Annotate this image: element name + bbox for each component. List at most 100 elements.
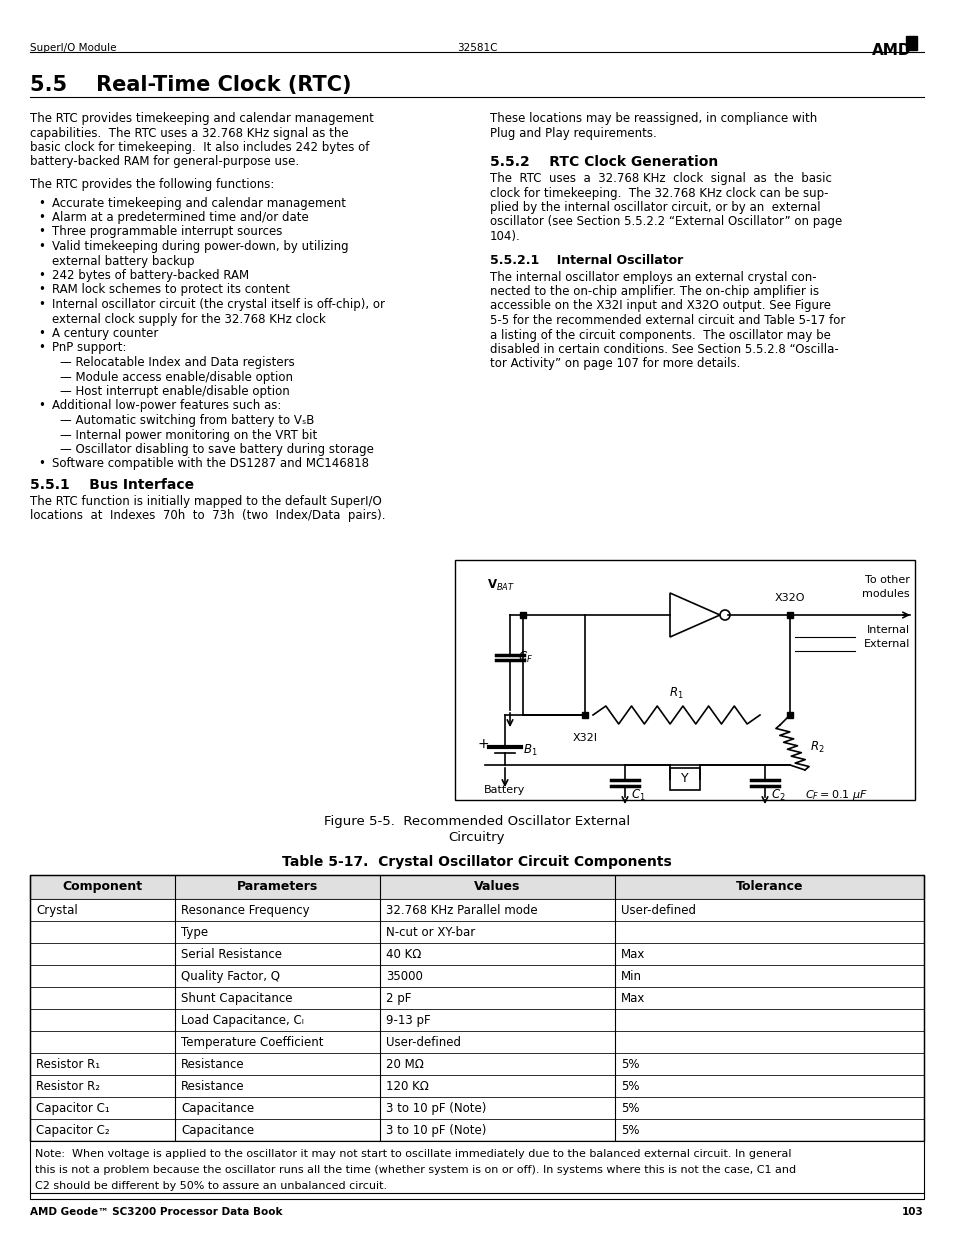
- Text: External: External: [862, 638, 909, 650]
- Text: $R_2$: $R_2$: [809, 740, 823, 755]
- Text: Resistor R₂: Resistor R₂: [36, 1079, 100, 1093]
- Text: •: •: [38, 298, 45, 311]
- Text: •: •: [38, 269, 45, 282]
- Bar: [30, 987, 923, 1009]
- Text: locations  at  Indexes  70h  to  73h  (two  Index/Data  pairs).: locations at Indexes 70h to 73h (two Ind…: [30, 510, 385, 522]
- Text: — Automatic switching from battery to VₛB: — Automatic switching from battery to Vₛ…: [60, 414, 314, 427]
- Text: Y: Y: [680, 773, 688, 785]
- Text: 5.5.1    Bus Interface: 5.5.1 Bus Interface: [30, 478, 193, 492]
- Text: basic clock for timekeeping.  It also includes 242 bytes of: basic clock for timekeeping. It also inc…: [30, 141, 369, 154]
- Bar: [30, 876, 923, 1141]
- Text: capabilities.  The RTC uses a 32.768 KHz signal as the: capabilities. The RTC uses a 32.768 KHz …: [30, 126, 348, 140]
- Text: SuperI/O Module: SuperI/O Module: [30, 43, 116, 53]
- Text: Accurate timekeeping and calendar management: Accurate timekeeping and calendar manage…: [52, 196, 346, 210]
- Text: To other: To other: [864, 576, 909, 585]
- Text: •: •: [38, 196, 45, 210]
- Text: Resistor R₁: Resistor R₁: [36, 1058, 100, 1071]
- Text: — Relocatable Index and Data registers: — Relocatable Index and Data registers: [60, 356, 294, 369]
- Text: 103: 103: [902, 1207, 923, 1216]
- Text: PnP support:: PnP support:: [52, 342, 127, 354]
- Text: AMD: AMD: [871, 43, 910, 58]
- Text: tor Activity” on page 107 for more details.: tor Activity” on page 107 for more detai…: [490, 357, 740, 370]
- Text: User-defined: User-defined: [386, 1036, 460, 1049]
- Text: •: •: [38, 342, 45, 354]
- Text: N-cut or XY-bar: N-cut or XY-bar: [386, 926, 475, 939]
- Text: 2 pF: 2 pF: [386, 992, 411, 1005]
- Text: external battery backup: external battery backup: [52, 254, 194, 268]
- Bar: [30, 921, 923, 944]
- Text: •: •: [38, 226, 45, 238]
- Bar: [786, 613, 792, 618]
- Text: •: •: [38, 327, 45, 340]
- Text: — Module access enable/disable option: — Module access enable/disable option: [60, 370, 293, 384]
- Text: $\mathbf{V}_{BAT}$: $\mathbf{V}_{BAT}$: [486, 578, 515, 593]
- Text: Capacitor C₂: Capacitor C₂: [36, 1124, 110, 1137]
- Text: — Oscillator disabling to save battery during storage: — Oscillator disabling to save battery d…: [60, 443, 374, 456]
- Text: this is not a problem because the oscillator runs all the time (whether system i: this is not a problem because the oscill…: [35, 1165, 796, 1174]
- Text: $C_2$: $C_2$: [770, 788, 785, 803]
- Text: Capacitance: Capacitance: [181, 1124, 253, 1137]
- Text: oscillator (see Section 5.5.2.2 “External Oscillator” on page: oscillator (see Section 5.5.2.2 “Externa…: [490, 215, 841, 228]
- Text: Max: Max: [620, 992, 644, 1005]
- Text: The  RTC  uses  a  32.768 KHz  clock  signal  as  the  basic: The RTC uses a 32.768 KHz clock signal a…: [490, 172, 831, 185]
- Text: 35000: 35000: [386, 969, 422, 983]
- Text: Resistance: Resistance: [181, 1079, 244, 1093]
- Text: $C_1$: $C_1$: [630, 788, 645, 803]
- Text: RAM lock schemes to protect its content: RAM lock schemes to protect its content: [52, 284, 290, 296]
- Text: 20 MΩ: 20 MΩ: [386, 1058, 423, 1071]
- Text: +: +: [476, 737, 488, 751]
- Text: •: •: [38, 457, 45, 471]
- Text: 5%: 5%: [620, 1102, 639, 1115]
- Text: X32I: X32I: [572, 734, 597, 743]
- Text: — Host interrupt enable/disable option: — Host interrupt enable/disable option: [60, 385, 290, 398]
- Bar: [519, 613, 525, 618]
- Bar: [30, 1141, 923, 1199]
- Text: Valid timekeeping during power-down, by utilizing: Valid timekeeping during power-down, by …: [52, 240, 348, 253]
- Text: Circuitry: Circuitry: [448, 831, 505, 844]
- Text: The RTC provides timekeeping and calendar management: The RTC provides timekeeping and calenda…: [30, 112, 374, 125]
- Bar: [30, 1119, 923, 1141]
- Text: Software compatible with the DS1287 and MC146818: Software compatible with the DS1287 and …: [52, 457, 369, 471]
- Text: Internal: Internal: [866, 625, 909, 635]
- Bar: [30, 965, 923, 987]
- Text: •: •: [38, 284, 45, 296]
- Text: Internal oscillator circuit (the crystal itself is off-chip), or: Internal oscillator circuit (the crystal…: [52, 298, 385, 311]
- Text: AMD Geode™ SC3200 Processor Data Book: AMD Geode™ SC3200 Processor Data Book: [30, 1207, 282, 1216]
- Text: Capacitor C₁: Capacitor C₁: [36, 1102, 110, 1115]
- Text: Serial Resistance: Serial Resistance: [181, 948, 282, 961]
- Text: •: •: [38, 211, 45, 224]
- Text: nected to the on-chip amplifier. The on-chip amplifier is: nected to the on-chip amplifier. The on-…: [490, 285, 819, 298]
- Text: Temperature Coefficient: Temperature Coefficient: [181, 1036, 323, 1049]
- Text: Plug and Play requirements.: Plug and Play requirements.: [490, 126, 656, 140]
- Text: Resistance: Resistance: [181, 1058, 244, 1071]
- Text: Parameters: Parameters: [236, 881, 317, 893]
- Text: These locations may be reassigned, in compliance with: These locations may be reassigned, in co…: [490, 112, 817, 125]
- Bar: [30, 1074, 923, 1097]
- Text: 5%: 5%: [620, 1079, 639, 1093]
- Text: $C_F = 0.1\ \mu F$: $C_F = 0.1\ \mu F$: [804, 788, 867, 802]
- Text: Three programmable interrupt sources: Three programmable interrupt sources: [52, 226, 282, 238]
- Bar: [669, 768, 700, 790]
- Text: Resonance Frequency: Resonance Frequency: [181, 904, 310, 918]
- Bar: [30, 1009, 923, 1031]
- Text: 5-5 for the recommended external circuit and Table 5-17 for: 5-5 for the recommended external circuit…: [490, 314, 844, 327]
- Text: Load Capacitance, Cₗ: Load Capacitance, Cₗ: [181, 1014, 303, 1028]
- Text: Max: Max: [620, 948, 644, 961]
- Text: battery-backed RAM for general-purpose use.: battery-backed RAM for general-purpose u…: [30, 156, 299, 168]
- Bar: [581, 713, 587, 718]
- Text: Values: Values: [474, 881, 520, 893]
- Bar: [30, 899, 923, 921]
- Bar: [455, 559, 914, 800]
- Text: 5.5.2    RTC Clock Generation: 5.5.2 RTC Clock Generation: [490, 156, 718, 169]
- Text: Component: Component: [62, 881, 142, 893]
- Text: The RTC provides the following functions:: The RTC provides the following functions…: [30, 178, 274, 191]
- Text: 5.5.2.1    Internal Oscillator: 5.5.2.1 Internal Oscillator: [490, 254, 682, 268]
- Text: Capacitance: Capacitance: [181, 1102, 253, 1115]
- Bar: [30, 1031, 923, 1053]
- Text: 5.5    Real-Time Clock (RTC): 5.5 Real-Time Clock (RTC): [30, 75, 351, 95]
- Text: clock for timekeeping.  The 32.768 KHz clock can be sup-: clock for timekeeping. The 32.768 KHz cl…: [490, 186, 827, 200]
- Text: Alarm at a predetermined time and/or date: Alarm at a predetermined time and/or dat…: [52, 211, 309, 224]
- Text: Table 5-17.  Crystal Oscillator Circuit Components: Table 5-17. Crystal Oscillator Circuit C…: [282, 855, 671, 869]
- Text: 32581C: 32581C: [456, 43, 497, 53]
- Text: C2 should be different by 50% to assure an unbalanced circuit.: C2 should be different by 50% to assure …: [35, 1181, 387, 1191]
